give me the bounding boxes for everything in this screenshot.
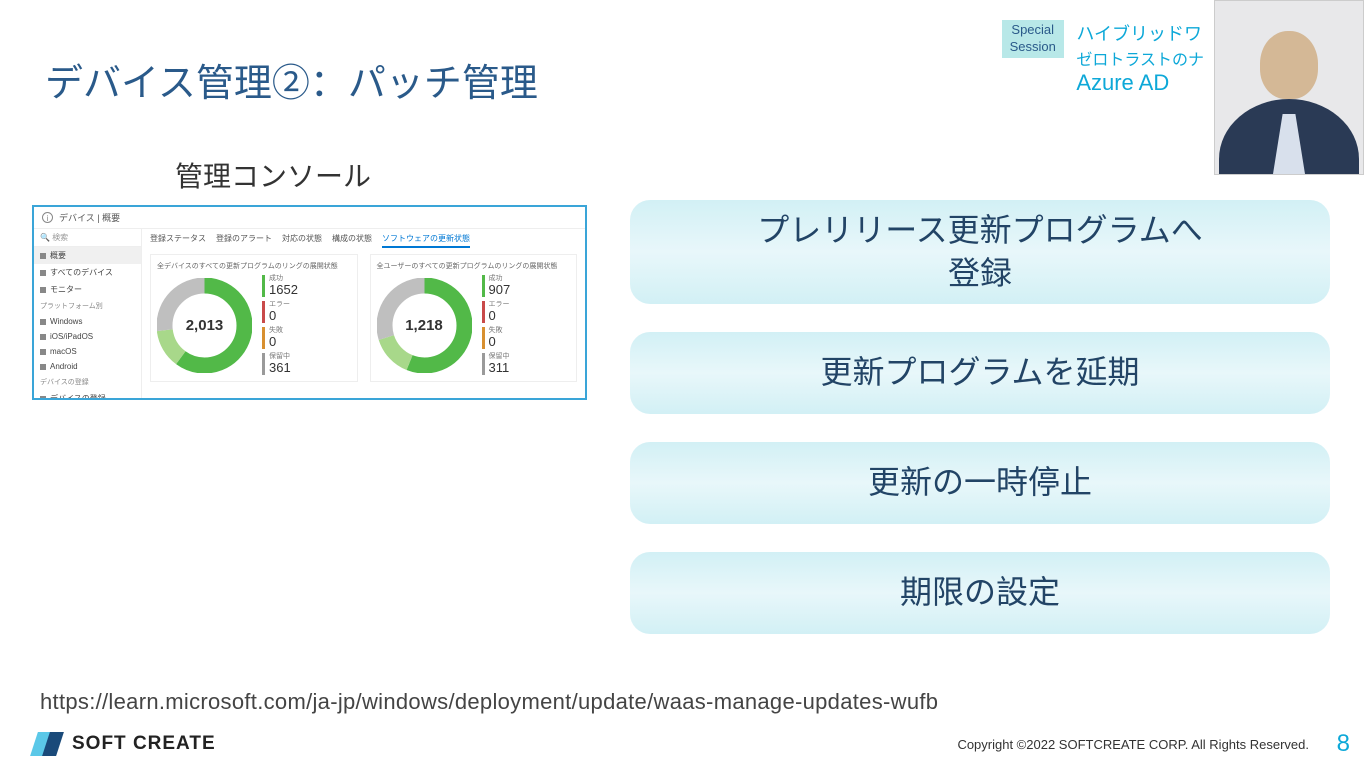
legend-row: 失敗0: [482, 327, 511, 349]
copyright: Copyright ©2022 SOFTCREATE CORP. All Rig…: [957, 737, 1309, 752]
breadcrumb-text: デバイス | 概要: [59, 211, 120, 224]
tab[interactable]: 登録のアラート: [216, 233, 272, 248]
tab[interactable]: 構成の状態: [332, 233, 372, 248]
console-label: 管理コンソール: [175, 155, 371, 195]
legend-row: 失敗0: [262, 327, 298, 349]
sidebar-item[interactable]: macOS: [34, 344, 141, 359]
legend-row: エラー0: [262, 301, 298, 323]
chart-legend: 成功907 エラー0 失敗0 保留中311: [482, 275, 511, 375]
header-line1: ハイブリッドワ: [1076, 20, 1204, 46]
badge-line1: Special: [1011, 22, 1054, 37]
speaker-video: [1214, 0, 1364, 175]
chart-card: 全ユーザーのすべての更新プログラムのリングの展開状態 1,218 成功907 エ…: [370, 254, 578, 382]
slide-title: デバイス管理②：パッチ管理: [45, 52, 538, 107]
sidebar-item[interactable]: Windows: [34, 314, 141, 329]
session-badge: Special Session: [1002, 20, 1064, 58]
management-console: i デバイス | 概要 🔍 検索 概要すべてのデバイスモニター プラットフォーム…: [32, 205, 587, 400]
chart-card: 全デバイスのすべての更新プログラムのリングの展開状態 2,013 成功1652 …: [150, 254, 358, 382]
sidebar-item[interactable]: iOS/iPadOS: [34, 329, 141, 344]
tab[interactable]: 対応の状態: [282, 233, 322, 248]
donut-center-value: 1,218: [377, 278, 472, 373]
feature-pills: プレリリース更新プログラムへ登録更新プログラムを延期更新の一時停止期限の設定: [630, 200, 1330, 634]
page-number: 8: [1337, 730, 1350, 758]
sidebar-item[interactable]: すべてのデバイス: [34, 264, 141, 281]
chart-title: 全ユーザーのすべての更新プログラムのリングの展開状態: [377, 261, 571, 271]
feature-pill: 期限の設定: [630, 552, 1330, 634]
donut-center-value: 2,013: [157, 278, 252, 373]
sidebar-group-enroll: デバイスの登録: [34, 374, 141, 390]
console-breadcrumb: i デバイス | 概要: [34, 207, 585, 229]
donut-chart: 1,218: [377, 278, 472, 373]
console-tabs: 登録ステータス登録のアラート対応の状態構成の状態ソフトウェアの更新状態: [150, 233, 577, 248]
logo-text: SOFT CREATE: [72, 733, 216, 755]
feature-pill: プレリリース更新プログラムへ登録: [630, 200, 1330, 304]
sidebar-search[interactable]: 🔍 検索: [34, 229, 141, 247]
sidebar-item[interactable]: Android: [34, 359, 141, 374]
sidebar-item[interactable]: 概要: [34, 247, 141, 264]
info-icon: i: [42, 212, 53, 223]
sidebar-item[interactable]: モニター: [34, 281, 141, 298]
badge-line2: Session: [1010, 39, 1056, 54]
feature-pill: 更新の一時停止: [630, 442, 1330, 524]
logo-icon: [34, 732, 64, 756]
legend-row: 保留中311: [482, 353, 511, 375]
console-sidebar: 🔍 検索 概要すべてのデバイスモニター プラットフォーム別 WindowsiOS…: [34, 229, 142, 398]
sidebar-item[interactable]: デバイスの登録: [34, 390, 141, 398]
sidebar-group-platforms: プラットフォーム別: [34, 298, 141, 314]
feature-pill: 更新プログラムを延期: [630, 332, 1330, 414]
legend-row: 成功907: [482, 275, 511, 297]
legend-row: 保留中361: [262, 353, 298, 375]
chart-legend: 成功1652 エラー0 失敗0 保留中361: [262, 275, 298, 375]
legend-row: エラー0: [482, 301, 511, 323]
header-right: Special Session ハイブリッドワ ゼロトラストのナ Azure A…: [1002, 20, 1204, 96]
tab[interactable]: 登録ステータス: [150, 233, 206, 248]
header-line2: ゼロトラストのナ: [1076, 46, 1204, 70]
console-main: 登録ステータス登録のアラート対応の状態構成の状態ソフトウェアの更新状態 全デバイ…: [142, 229, 585, 398]
tab[interactable]: ソフトウェアの更新状態: [382, 233, 470, 248]
logo: SOFT CREATE: [34, 732, 216, 756]
donut-chart: 2,013: [157, 278, 252, 373]
reference-url: https://learn.microsoft.com/ja-jp/window…: [40, 689, 938, 715]
legend-row: 成功1652: [262, 275, 298, 297]
chart-title: 全デバイスのすべての更新プログラムのリングの展開状態: [157, 261, 351, 271]
header-line3: Azure AD: [1076, 70, 1204, 96]
